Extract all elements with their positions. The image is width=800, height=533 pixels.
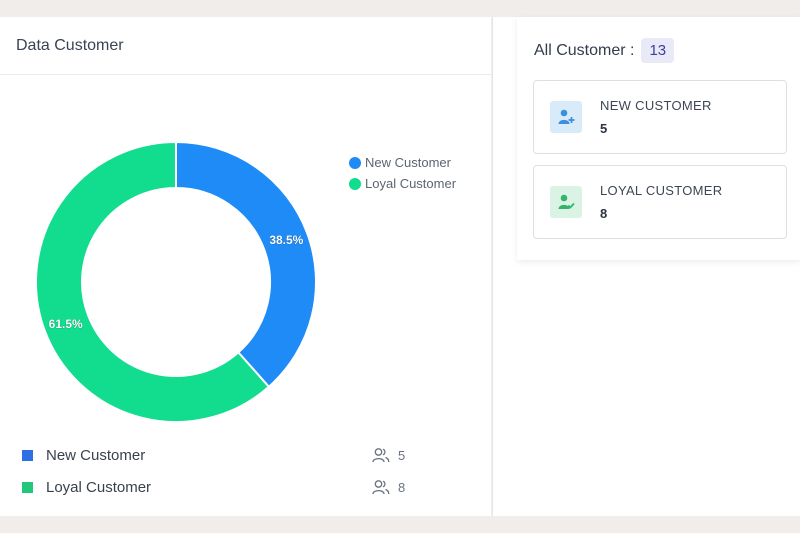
list-item-count: 8 bbox=[372, 479, 405, 495]
stat-value: 5 bbox=[600, 121, 608, 136]
donut-slice-loyal-customer[interactable] bbox=[35, 140, 271, 423]
stat-label: NEW CUSTOMER bbox=[600, 98, 712, 113]
card-title: Data Customer bbox=[0, 17, 491, 75]
legend-label: Loyal Customer bbox=[365, 176, 457, 191]
legend-dot bbox=[349, 177, 361, 190]
legend-dot bbox=[349, 156, 361, 169]
new-customer-stat[interactable]: NEW CUSTOMER 5 bbox=[533, 80, 787, 154]
donut-chart: 38.5% 61.5% bbox=[0, 74, 491, 449]
count-value: 5 bbox=[398, 447, 406, 463]
legend-item-new-customer[interactable]: New Customer bbox=[349, 155, 451, 170]
legend-label: New Customer bbox=[365, 155, 451, 170]
count-value: 8 bbox=[398, 479, 406, 495]
donut-data-label: 61.5% bbox=[49, 317, 83, 331]
list-item-count: 5 bbox=[372, 447, 405, 463]
legend-item-loyal-customer[interactable]: Loyal Customer bbox=[349, 176, 456, 191]
total-count-badge: 13 bbox=[641, 38, 675, 63]
list-item-loyal-customer: Loyal Customer 8 bbox=[22, 476, 412, 498]
list-item-new-customer: New Customer 5 bbox=[22, 444, 412, 466]
color-square bbox=[22, 449, 33, 461]
list-item-label: New Customer bbox=[46, 446, 146, 464]
user-plus-icon bbox=[550, 101, 582, 133]
user-check-icon bbox=[550, 186, 582, 218]
all-customer-label: All Customer : bbox=[534, 41, 635, 59]
stat-label: LOYAL CUSTOMER bbox=[600, 183, 723, 198]
list-item-label: Loyal Customer bbox=[46, 478, 152, 496]
data-customer-card: Data Customer 38.5% 61.5% New Customer Lo… bbox=[0, 17, 491, 516]
loyal-customer-stat[interactable]: LOYAL CUSTOMER 8 bbox=[533, 165, 787, 239]
users-icon bbox=[372, 448, 390, 463]
color-square bbox=[22, 481, 33, 493]
donut-chart-svg: 38.5% 61.5% bbox=[35, 140, 317, 423]
all-customer-title: All Customer : 13 bbox=[534, 38, 675, 63]
stat-value: 8 bbox=[600, 206, 608, 221]
users-icon bbox=[372, 480, 390, 495]
all-customer-card: All Customer : 13 NEW CUSTOMER 5 bbox=[517, 17, 800, 260]
right-column: All Customer : 13 NEW CUSTOMER 5 bbox=[492, 17, 800, 516]
donut-data-label: 38.5% bbox=[269, 233, 303, 247]
donut-slice-new-customer[interactable] bbox=[175, 140, 317, 389]
